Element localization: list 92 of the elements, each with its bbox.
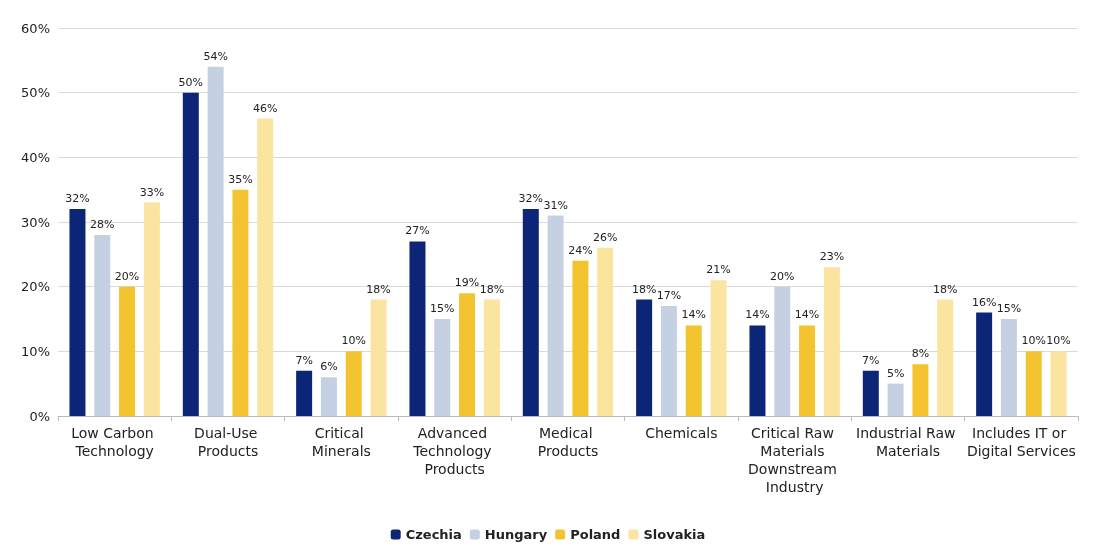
data-label: 28%: [90, 217, 115, 231]
bar: [207, 66, 224, 416]
data-label: 23%: [819, 250, 845, 264]
data-label: 17%: [656, 289, 682, 303]
data-label: 50%: [178, 75, 204, 89]
bar: [547, 215, 564, 416]
legend-label: Hungary: [484, 527, 548, 542]
bar: [483, 299, 500, 416]
data-label: 14%: [681, 308, 706, 322]
bar: [823, 267, 840, 416]
data-label: 18%: [631, 282, 657, 296]
data-label: 21%: [706, 263, 731, 277]
legend-label: Poland: [570, 527, 621, 542]
bar: [1025, 351, 1042, 416]
bar: [572, 260, 589, 416]
y-tick-label: 50%: [21, 85, 50, 101]
data-label: 18%: [932, 282, 958, 296]
bar: [1050, 351, 1067, 416]
data-label: 18%: [366, 282, 391, 296]
data-label: 24%: [568, 243, 593, 257]
data-label: 7%: [862, 353, 880, 367]
bar: [434, 319, 451, 416]
bar: [69, 209, 86, 416]
data-label: 15%: [996, 302, 1022, 315]
data-label: 19%: [454, 276, 480, 290]
bar: [182, 92, 199, 416]
data-label: 14%: [745, 308, 770, 322]
data-label: 26%: [592, 230, 618, 244]
y-tick-label: 40%: [21, 149, 50, 165]
bar: [636, 299, 653, 416]
data-label: 33%: [139, 185, 165, 199]
data-label: 32%: [518, 192, 544, 206]
y-tick-label: 0%: [29, 408, 50, 424]
bar: [710, 280, 727, 416]
bar: [597, 247, 614, 416]
data-label: 10%: [1021, 334, 1046, 348]
y-tick-label: 60%: [21, 20, 50, 36]
x-tick-label: Medical Products: [537, 425, 599, 459]
data-label: 20%: [114, 269, 140, 283]
data-label: 31%: [543, 198, 568, 212]
x-tick-label: Low Carbon Technology: [71, 425, 159, 459]
data-label: 8%: [911, 347, 930, 361]
data-label: 32%: [65, 192, 90, 206]
data-label: 14%: [794, 308, 820, 322]
data-label: 6%: [320, 360, 338, 374]
bar: [522, 209, 539, 416]
data-label: 27%: [405, 224, 430, 238]
bar: [1000, 319, 1017, 416]
bar: [459, 293, 476, 416]
x-tick-label: Critical Minerals: [311, 425, 371, 459]
x-tick-label: Critical Raw Materials Downstream Industry: [748, 425, 842, 495]
data-label: 10%: [1046, 334, 1071, 348]
x-tick-label: Industrial Raw Materials: [855, 425, 961, 459]
bar: [660, 306, 677, 416]
data-label: 18%: [479, 282, 505, 296]
bar: [912, 364, 929, 416]
bar: [94, 234, 111, 416]
bar: [257, 118, 274, 416]
bar: [976, 312, 993, 416]
bar: [320, 377, 337, 416]
bar: [119, 286, 136, 416]
y-tick-label: 10%: [21, 343, 50, 359]
data-label: 54%: [203, 49, 228, 63]
bar: [370, 299, 387, 416]
x-tick-label: Chemicals: [645, 425, 718, 441]
bar: [685, 325, 702, 416]
bar: [409, 241, 426, 416]
data-label: 46%: [252, 101, 278, 115]
bar: [232, 189, 249, 416]
data-label: 35%: [228, 172, 253, 186]
bar: [774, 286, 791, 416]
bar: [143, 202, 160, 416]
data-label: 10%: [341, 334, 366, 348]
data-label: 7%: [295, 353, 313, 367]
data-label: 16%: [971, 295, 997, 309]
data-label: 5%: [886, 366, 905, 380]
bar: [799, 325, 816, 416]
bar: [937, 299, 954, 416]
legend-label: Czechia: [405, 527, 462, 542]
x-tick-label: Advanced Technology Products: [412, 425, 497, 477]
bar: [749, 325, 766, 416]
data-label: 15%: [430, 302, 455, 315]
y-tick-label: 20%: [21, 279, 50, 295]
data-label: 20%: [770, 269, 795, 283]
x-tick-label: Includes IT or Digital Services: [966, 425, 1076, 459]
bar: [887, 383, 904, 416]
bar: [862, 370, 879, 416]
y-tick-label: 30%: [21, 214, 50, 230]
bar: [296, 370, 313, 416]
legend-label: Slovakia: [643, 527, 706, 542]
x-tick-label: Dual-Use Products: [194, 425, 262, 459]
bar: [345, 351, 362, 416]
